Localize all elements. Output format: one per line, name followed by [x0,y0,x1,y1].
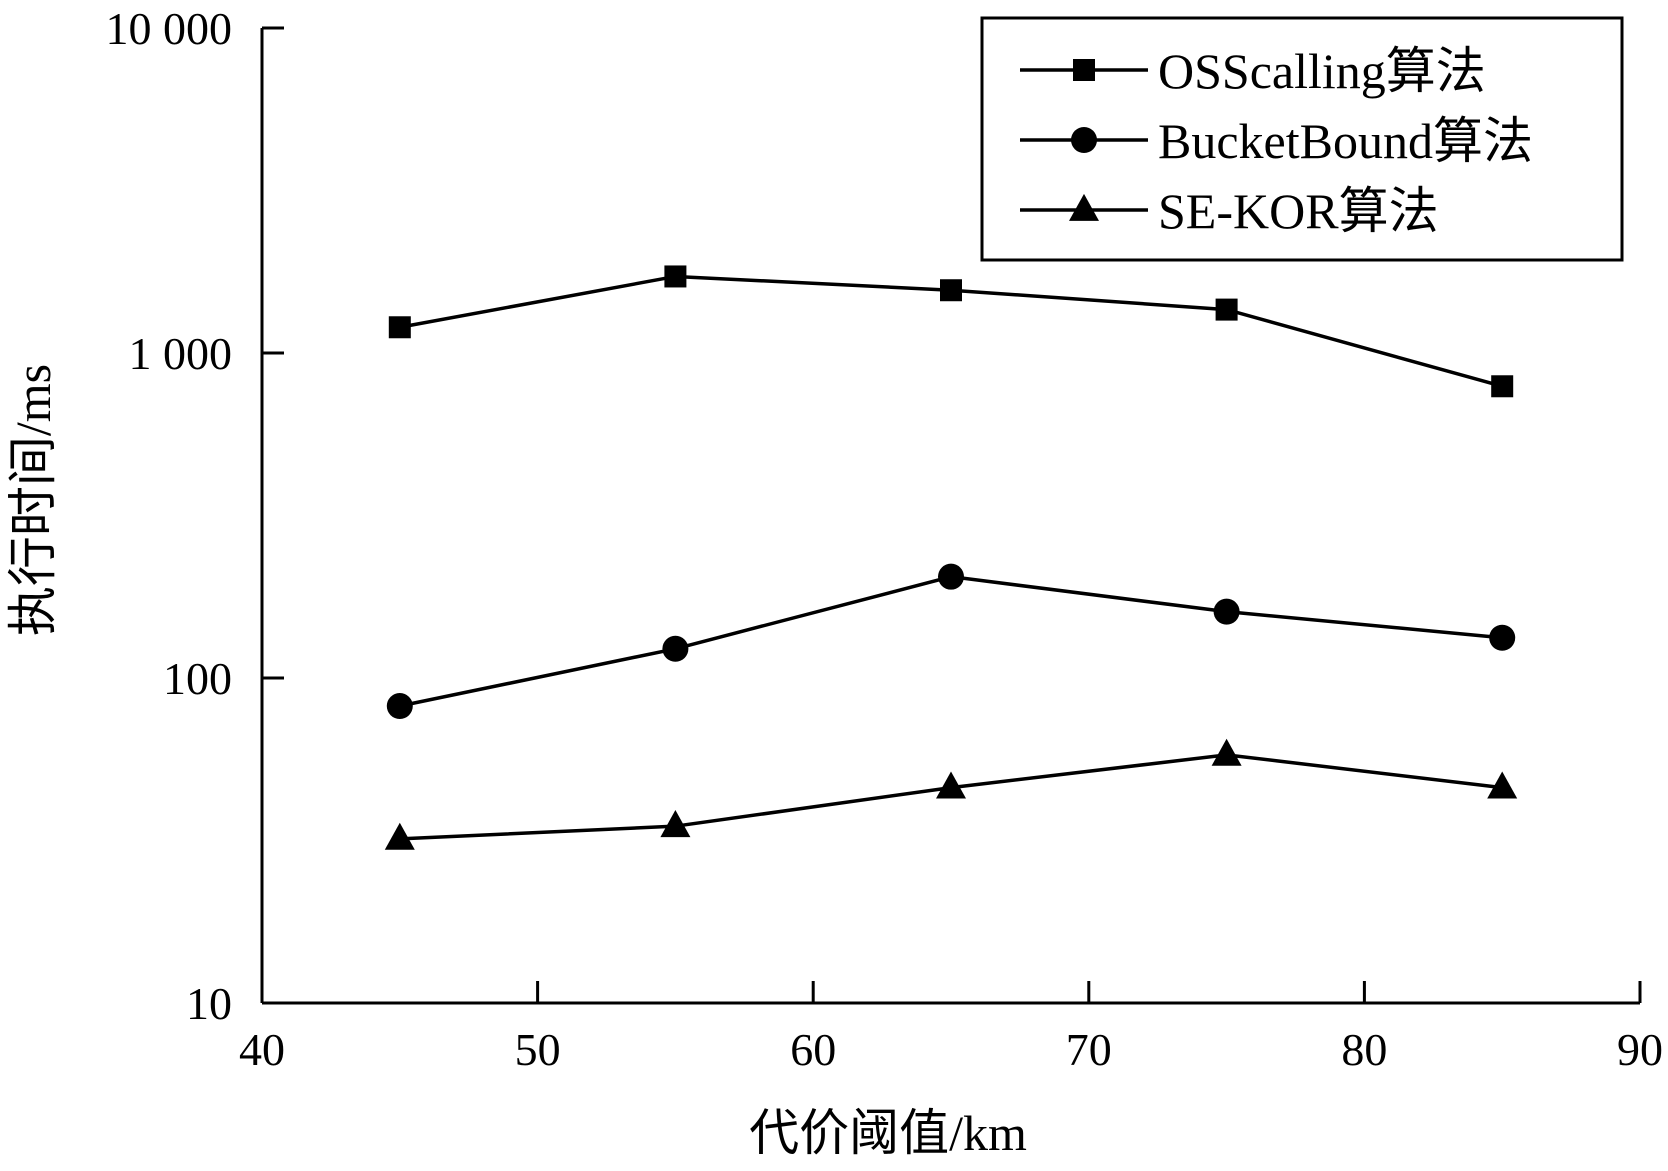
y-tick-label: 10 000 [106,3,233,54]
legend-label: SE-KOR算法 [1158,183,1439,239]
legend: OSScalling算法 BucketBound算法 SE-KOR算法 [980,16,1624,262]
data-point-triangle [660,810,691,838]
data-point-square [1215,298,1238,321]
series-triangle [384,738,1518,850]
data-point-circle [1213,598,1240,625]
data-point-triangle [1487,771,1518,799]
legend-marker-circle [1071,127,1097,153]
legend-item: BucketBound算法 [1020,113,1533,169]
data-point-triangle [384,822,415,850]
series-square [388,265,1514,398]
legend-marker-triangle [1069,193,1099,221]
axes: 40 50 60 70 80 90 10 100 1 000 10 000 [106,3,1664,1075]
legend-label: BucketBound算法 [1158,113,1533,169]
data-point-circle [662,635,689,662]
y-axis-title: 执行时间/ms [5,364,61,636]
series-circle [386,563,1516,720]
data-point-square [388,316,411,339]
data-point-triangle [1211,738,1242,766]
data-point-circle [386,693,413,720]
series-layer [384,265,1518,850]
x-tick-label: 70 [1066,1024,1112,1075]
legend-marker-square [1073,59,1095,81]
y-tick-label: 100 [163,653,232,704]
x-tick-label: 40 [239,1024,285,1075]
x-tick-label: 50 [515,1024,561,1075]
legend-label: OSScalling算法 [1158,43,1486,99]
x-tick-label: 60 [790,1024,836,1075]
data-point-triangle [936,771,966,799]
x-axis-title: 代价阈值/km [749,1105,1027,1161]
y-tick-label: 10 [186,978,232,1029]
y-tick-label: 1 000 [129,328,233,379]
legend-item: OSScalling算法 [1020,43,1486,99]
data-point-square [1491,375,1514,398]
data-point-square [940,279,962,302]
x-tick-label: 80 [1341,1024,1387,1075]
data-point-circle [938,563,964,590]
legend-item: SE-KOR算法 [1020,183,1439,239]
x-tick-label: 90 [1617,1024,1663,1075]
data-point-square [664,265,687,288]
data-point-circle [1489,624,1516,651]
